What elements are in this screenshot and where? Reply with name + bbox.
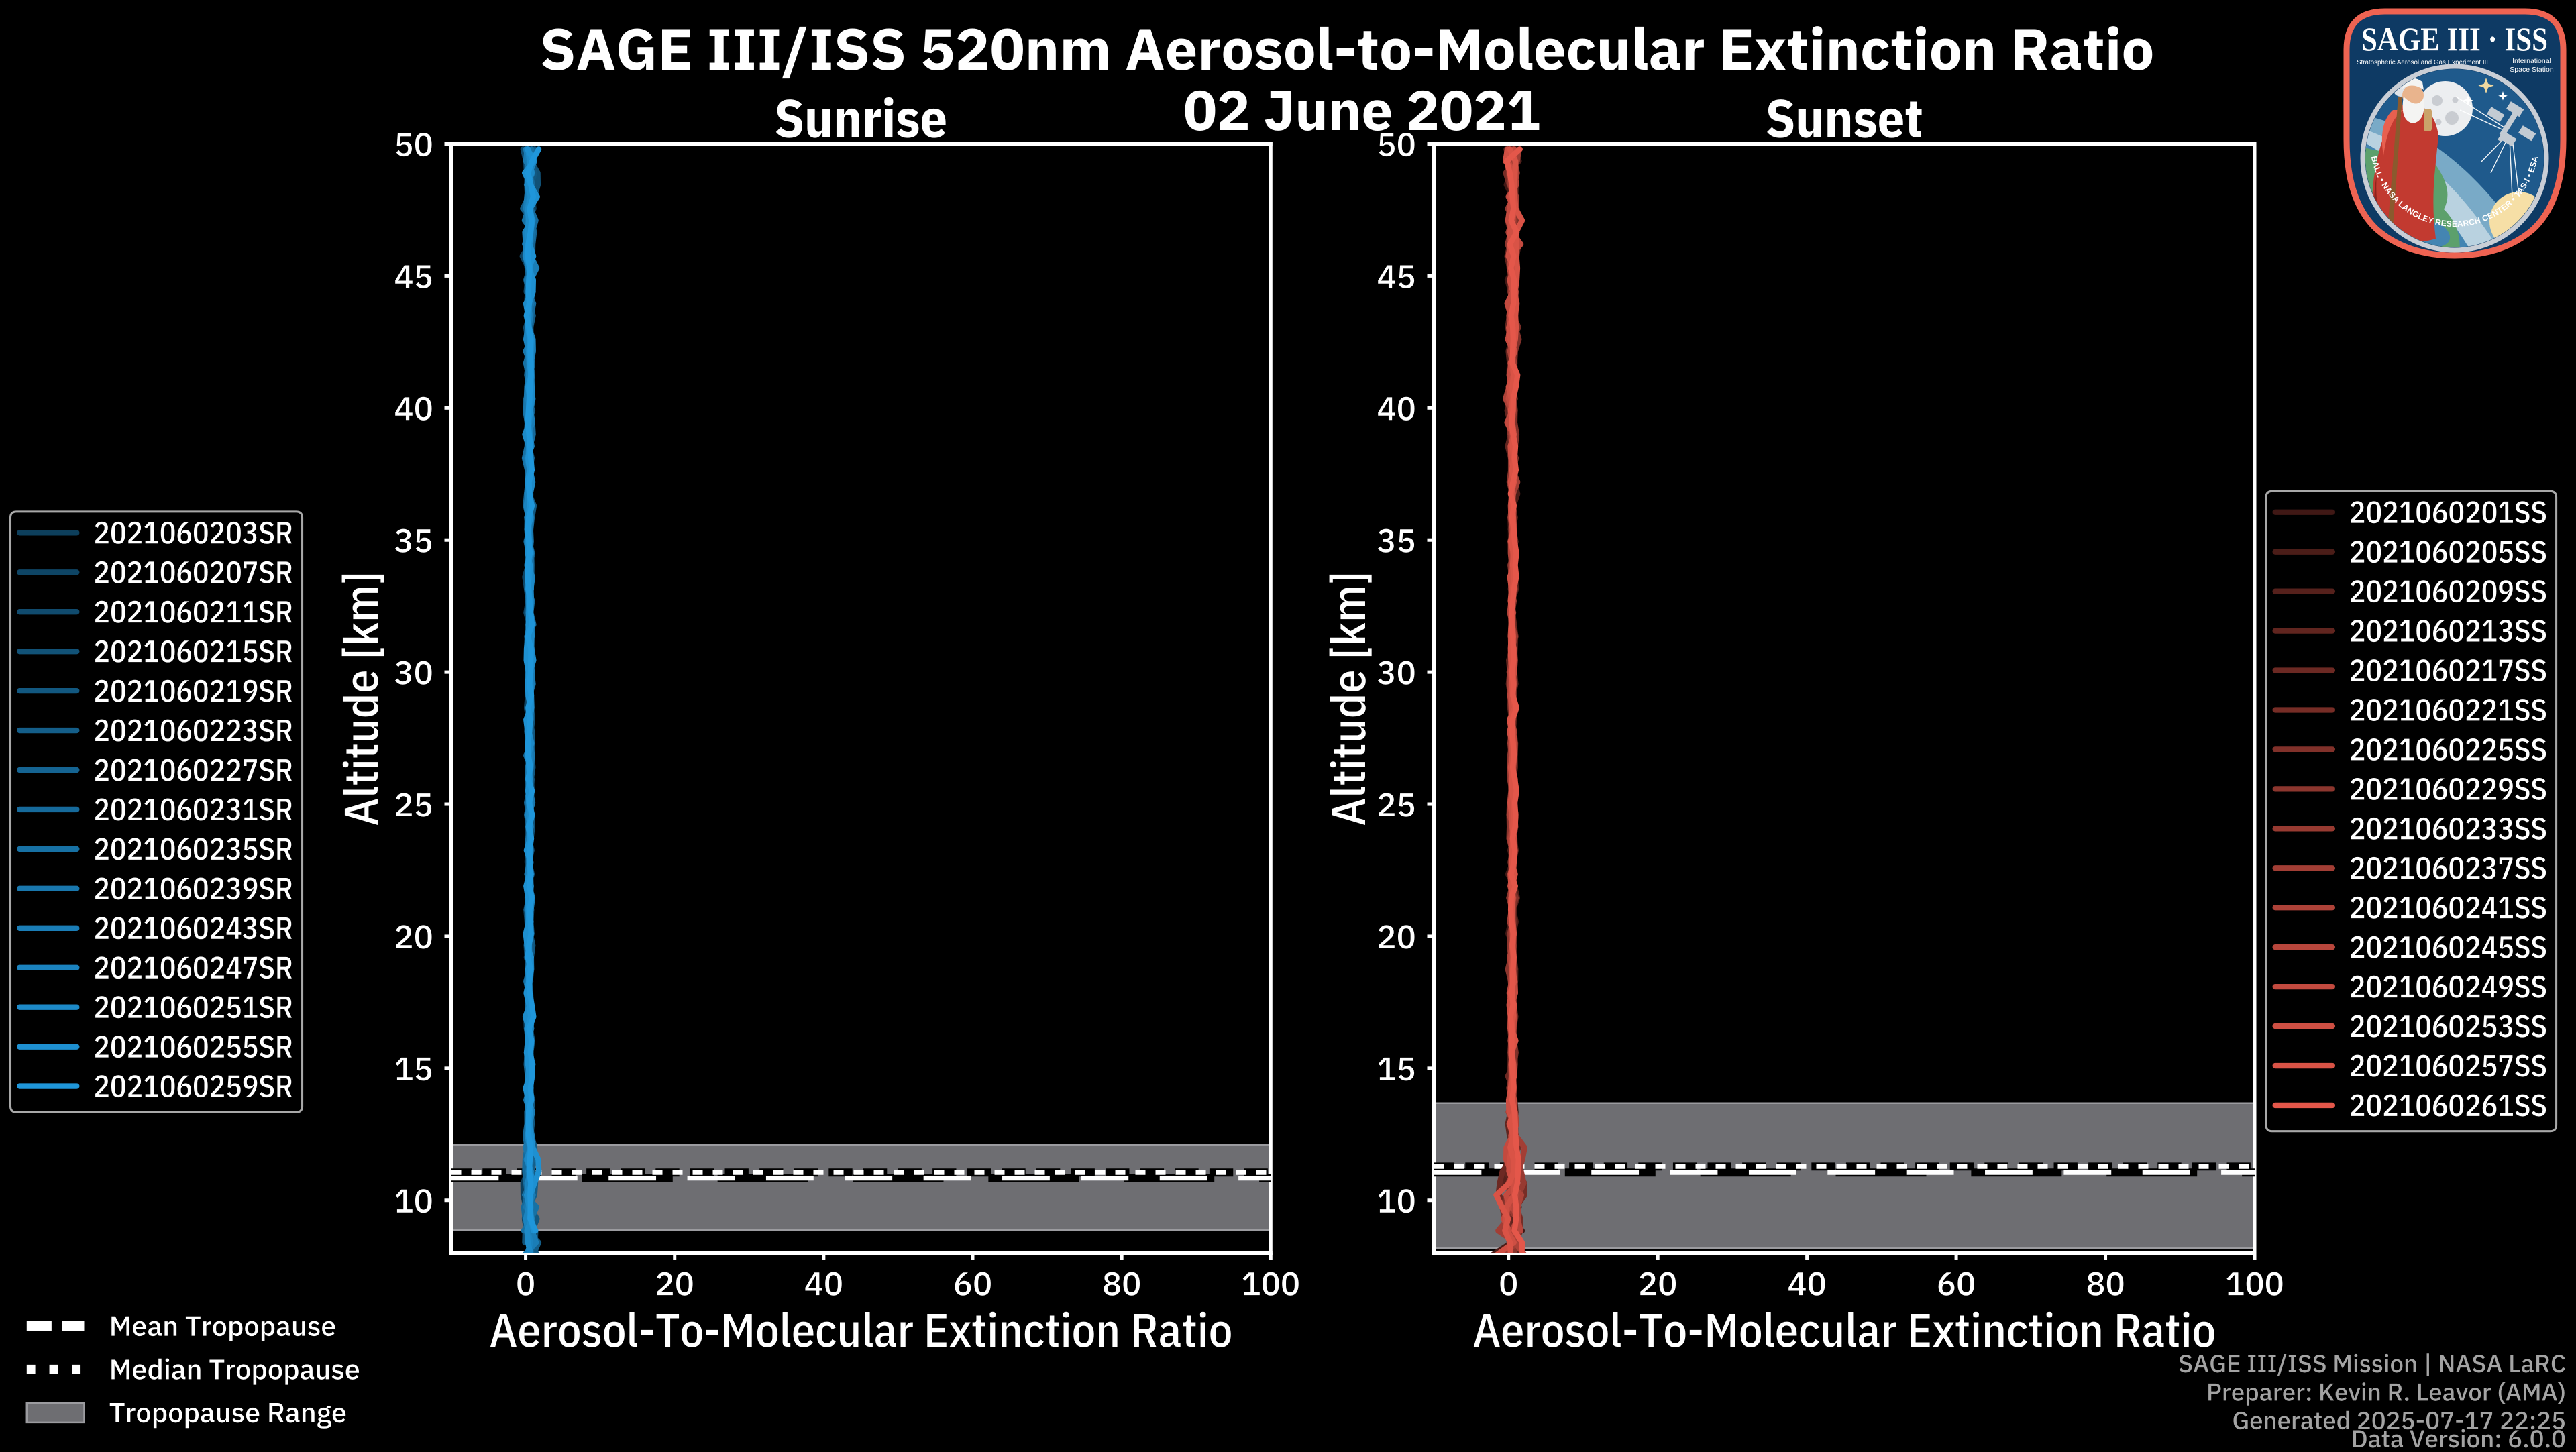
svg-text:SAGE III · ISS: SAGE III · ISS [2361,20,2548,58]
svg-text:Space Station: Space Station [2510,66,2554,74]
svg-text:International: International [2512,57,2551,65]
svg-text:Stratospheric Aerosol and Gas: Stratospheric Aerosol and Gas Experiment… [2357,59,2488,66]
